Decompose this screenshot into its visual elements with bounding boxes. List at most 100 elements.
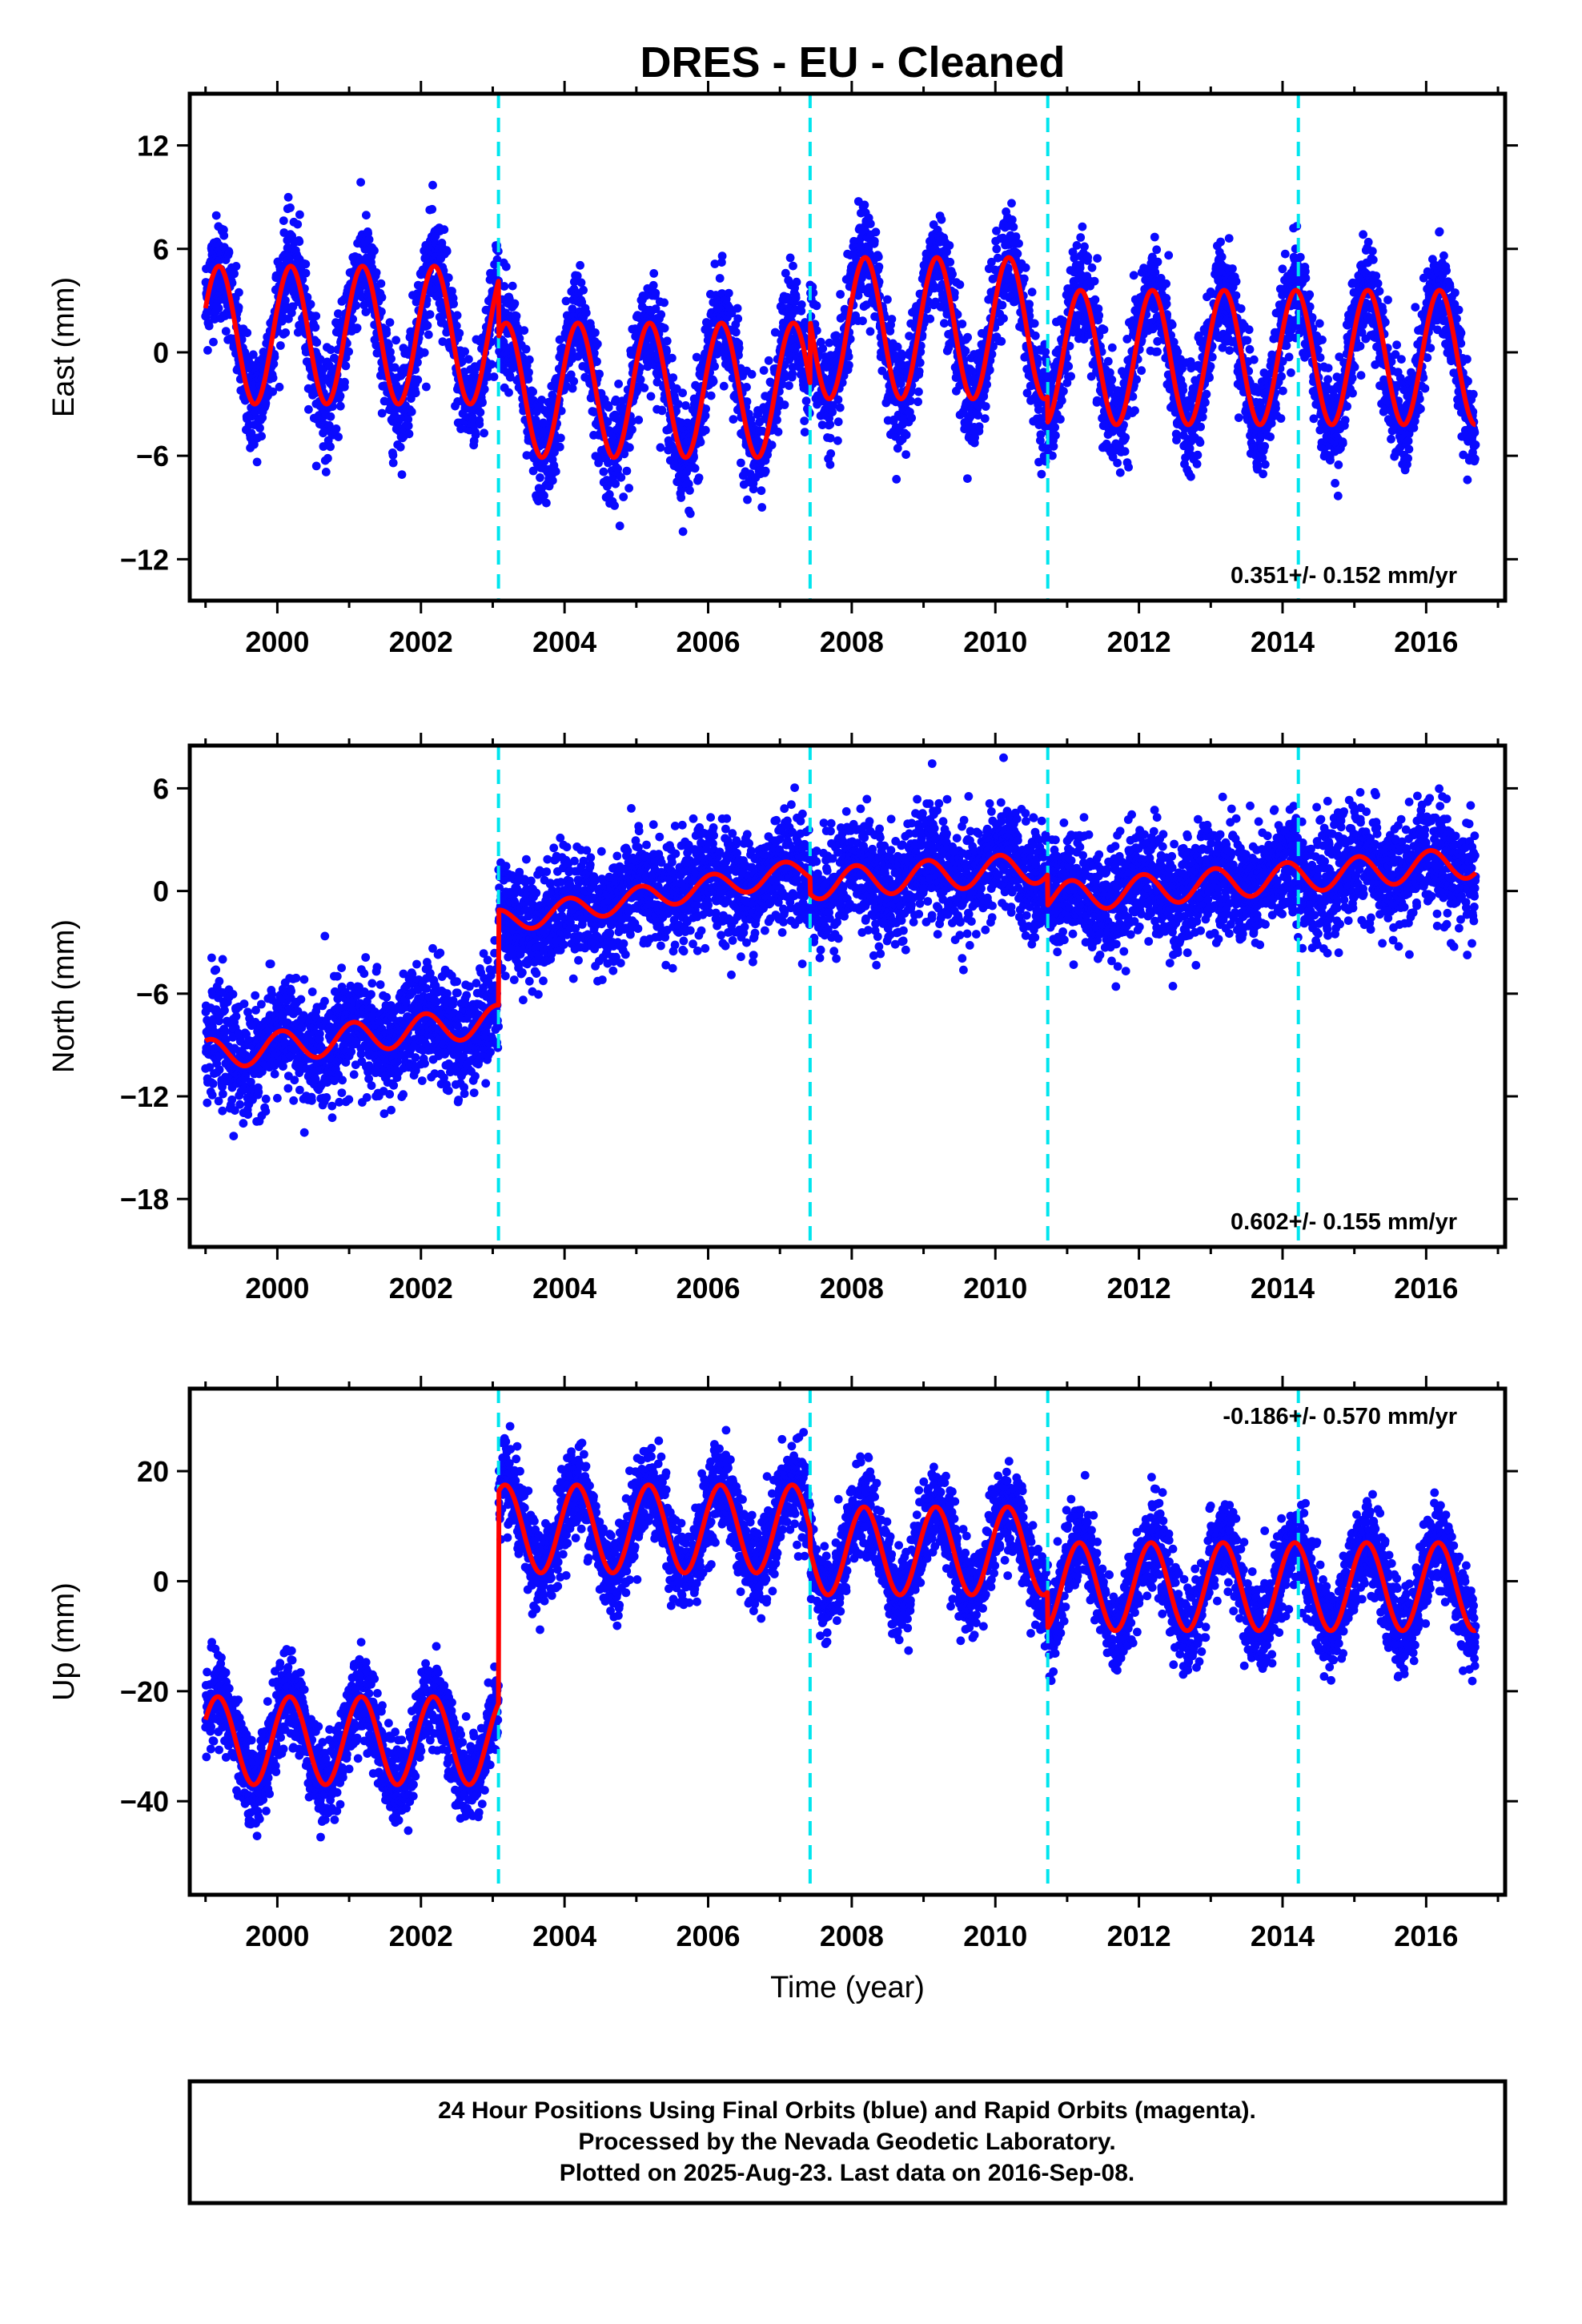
east-data-point	[1137, 366, 1146, 376]
east-data-point	[387, 354, 396, 364]
east-data-point	[247, 428, 256, 438]
east-data-point	[651, 288, 661, 298]
east-data-point	[1205, 373, 1214, 382]
east-data-point	[425, 310, 435, 319]
east-data-point	[1195, 438, 1205, 447]
east-data-point	[536, 473, 544, 482]
east-data-point	[524, 368, 533, 377]
east-data-point	[614, 380, 623, 388]
east-data-point	[1162, 300, 1171, 308]
east-data-point	[669, 373, 678, 382]
east-data-point	[286, 203, 295, 212]
east-data-point	[625, 443, 634, 452]
east-data-point	[460, 347, 469, 356]
east-data-point	[475, 420, 484, 429]
east-data-point	[737, 458, 745, 468]
east-data-point	[301, 268, 311, 278]
east-data-point	[576, 278, 586, 287]
east-data-point	[1050, 423, 1059, 432]
east-data-point	[248, 350, 258, 360]
east-data-point	[887, 315, 897, 324]
east-data-point	[413, 375, 423, 384]
east-data-point	[492, 255, 502, 264]
east-data-point	[370, 246, 379, 255]
east-data-point	[385, 318, 395, 327]
east-data-point	[812, 301, 821, 311]
east-data-point	[323, 453, 332, 463]
east-data-point	[825, 433, 835, 443]
east-data-point	[1099, 325, 1109, 334]
east-data-point	[844, 352, 853, 361]
east-data-point	[1245, 344, 1255, 354]
east-data-point	[627, 416, 636, 426]
east-data-point	[1075, 263, 1085, 272]
east-data-point	[1113, 458, 1122, 468]
east-data-point	[1107, 343, 1117, 352]
east-data-point	[668, 353, 677, 363]
east-data-point	[869, 236, 879, 246]
east-data-point	[948, 269, 957, 279]
east-data-point	[326, 345, 335, 355]
east-data-point	[826, 449, 836, 458]
east-data-point	[476, 408, 485, 417]
east-data-point	[773, 416, 781, 424]
east-data-point	[662, 336, 672, 346]
east-data-point	[306, 300, 315, 309]
east-data-point	[1231, 291, 1241, 300]
east-data-point	[452, 321, 461, 331]
east-data-point	[335, 401, 345, 411]
east-data-point	[673, 400, 683, 409]
east-data-point	[937, 215, 946, 224]
east-data-point	[404, 421, 413, 431]
east-data-point	[411, 388, 420, 398]
east-data-point	[747, 370, 757, 379]
east-data-point	[616, 472, 626, 482]
east-data-point	[649, 269, 659, 278]
east-data-point	[1009, 223, 1018, 231]
east-data-point	[362, 211, 371, 220]
east-data-point	[303, 292, 312, 302]
east-data-point	[214, 304, 223, 313]
east-data-point	[906, 396, 915, 405]
east-data-point	[611, 479, 620, 489]
east-data-point	[1224, 234, 1234, 243]
east-data-point	[749, 485, 758, 494]
east-data-point	[620, 449, 629, 459]
east-data-point	[733, 314, 743, 324]
east-data-point	[390, 363, 400, 372]
east-data-point	[348, 315, 357, 324]
east-data-point	[1025, 300, 1034, 309]
east-data-point	[696, 437, 705, 447]
east-data-point	[613, 464, 622, 473]
east-data-point	[275, 382, 284, 392]
east-data-point	[622, 466, 632, 476]
east-data-point	[397, 470, 407, 479]
east-data-point	[542, 498, 551, 508]
east-data-point	[981, 402, 990, 411]
east-data-point	[657, 406, 667, 416]
east-data-point	[592, 340, 602, 348]
east-data-point	[724, 288, 733, 298]
east-data-point	[825, 460, 835, 469]
east-data-point	[1049, 441, 1058, 451]
east-data-point	[946, 257, 955, 267]
east-data-point	[1103, 356, 1113, 366]
east-data-point	[914, 367, 924, 376]
east-data-point	[209, 337, 218, 347]
east-data-point	[231, 262, 241, 271]
east-data-point	[646, 392, 656, 401]
east-data-point	[211, 211, 221, 220]
east-data-point	[1027, 287, 1037, 297]
east-data-point	[352, 324, 362, 332]
east-data-point	[424, 330, 433, 340]
east-data-point	[1036, 430, 1046, 439]
east-data-point	[1217, 252, 1227, 262]
east-data-point	[896, 379, 905, 388]
east-data-point	[293, 219, 303, 229]
east-data-point	[281, 328, 291, 337]
east-data-point	[892, 475, 901, 484]
east-data-point	[1164, 251, 1174, 260]
east-data-point	[550, 448, 559, 457]
east-data-point	[715, 274, 725, 283]
east-data-point	[388, 451, 398, 460]
